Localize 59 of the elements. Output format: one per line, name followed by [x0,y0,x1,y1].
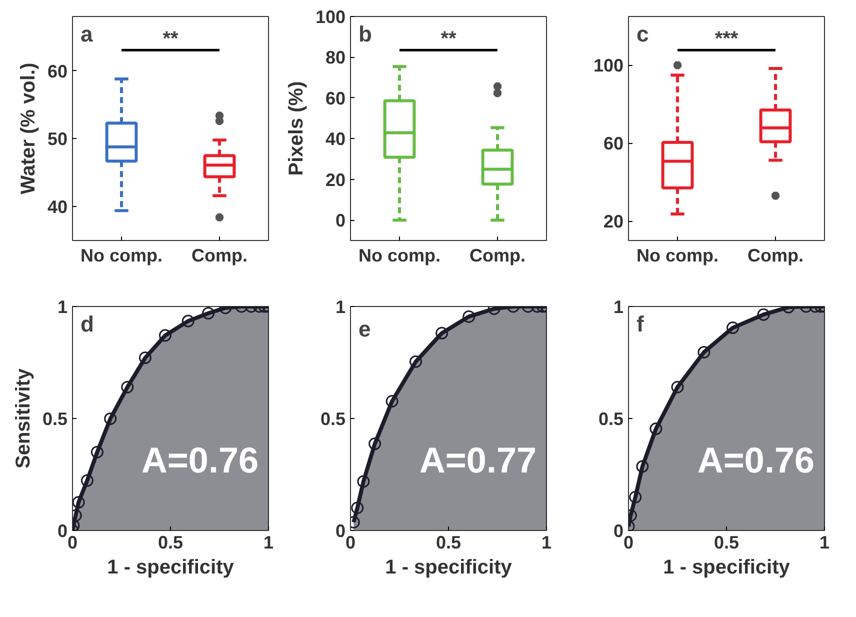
point [90,446,104,458]
x-axis-title: 1 - specificity [107,556,235,578]
y-tick-label: 1 [57,297,68,317]
annotation: A=0.76 [697,440,815,480]
x-tick-label: 0.5 [714,532,740,552]
chart-title: f [636,312,644,336]
y-tick-label: 60 [325,88,346,108]
x-tick-label: No comp. [358,246,441,266]
y-tick-label: 20 [325,170,346,190]
chart-title: c [636,22,649,46]
y-axis-title: Pixels (%) [285,81,308,176]
y-tick-label: 60 [603,134,624,154]
point [80,474,94,487]
point [386,395,398,408]
x-tick-label: Comp. [748,246,804,266]
chart-title: b [358,22,372,46]
y-tick-label: 1 [613,297,624,317]
annotation: ** [162,28,178,50]
point [636,460,649,473]
x-tick-label: 0.5 [436,532,462,552]
point [351,502,364,514]
y-tick-label: 40 [325,129,346,150]
x-tick-label: No comp. [636,246,719,266]
point [629,490,642,504]
y-tick-label: 1 [335,297,346,317]
point [650,422,662,436]
y-tick-label: 50 [47,129,68,150]
y-tick-label: 80 [325,48,346,68]
chart-title: d [80,312,94,336]
y-tick-label: 0 [335,210,346,231]
annotation: A=0.76 [141,440,259,480]
x-axis-title: 1 - specificity [385,556,513,578]
y-tick-label: 20 [603,212,624,232]
y-tick-label: 0.5 [320,409,346,429]
point [72,496,85,509]
text: e [358,316,371,342]
y-axis-title: Sensitivity [12,368,34,469]
y-tick-label: 0.5 [598,409,624,429]
x-tick-label: 1 [541,532,552,552]
x-tick-label: 1 [819,532,830,552]
y-axis-title: Water (% vol.) [17,62,40,194]
point [357,475,370,488]
y-tick-label: 100 [593,56,624,76]
x-tick-label: Comp. [192,246,248,266]
y-tick-label: 0.5 [42,409,68,429]
annotation: ** [440,28,456,50]
point [368,438,382,450]
x-axis-title: 1 - specificity [663,556,791,578]
annotation: *** [714,28,738,50]
x-tick-label: 1 [263,532,274,552]
chart-title: a [80,22,94,46]
y-tick-label: 100 [315,7,346,27]
y-tick-label: 60 [47,61,68,82]
x-tick-label: 0.5 [158,532,184,552]
x-tick-label: Comp. [470,246,526,266]
x-tick-label: No comp. [80,246,163,266]
annotation: A=0.77 [419,440,537,480]
point [104,412,117,425]
y-tick-label: 40 [47,197,68,218]
